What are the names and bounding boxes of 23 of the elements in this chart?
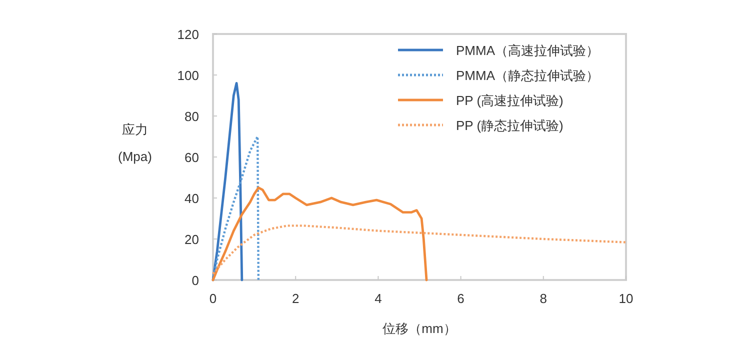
line-series	[212, 224, 628, 275]
legend-label: PMMA（静态拉伸试验）	[456, 68, 599, 83]
legend-label: PP (静态拉伸试验)	[456, 118, 564, 133]
y-tick-label: 60	[184, 150, 199, 165]
x-tick-label: 6	[457, 291, 464, 306]
x-axis-title: 位移（mm）	[382, 321, 456, 336]
legend-label: PP (高速拉伸试验)	[456, 93, 564, 108]
line-series	[212, 135, 260, 282]
y-tick-label: 20	[184, 232, 199, 247]
x-tick-label: 8	[540, 291, 548, 306]
x-tick-label: 2	[292, 291, 300, 306]
y-axis-title: 应力 (Mpa)	[118, 122, 152, 164]
legend-label: PMMA（高速拉伸试验）	[456, 43, 599, 58]
line-series	[212, 186, 428, 282]
y-tick-label: 0	[192, 273, 199, 288]
x-tick-label: 0	[209, 291, 217, 306]
y-tick-label: 100	[177, 68, 199, 83]
y-tick-label: 80	[184, 109, 199, 124]
x-tick-label: 4	[374, 291, 382, 306]
y-tick-label: 40	[184, 191, 199, 206]
x-tick-label: 10	[618, 291, 634, 306]
line-series	[212, 82, 244, 282]
y-tick-label: 120	[177, 27, 199, 42]
